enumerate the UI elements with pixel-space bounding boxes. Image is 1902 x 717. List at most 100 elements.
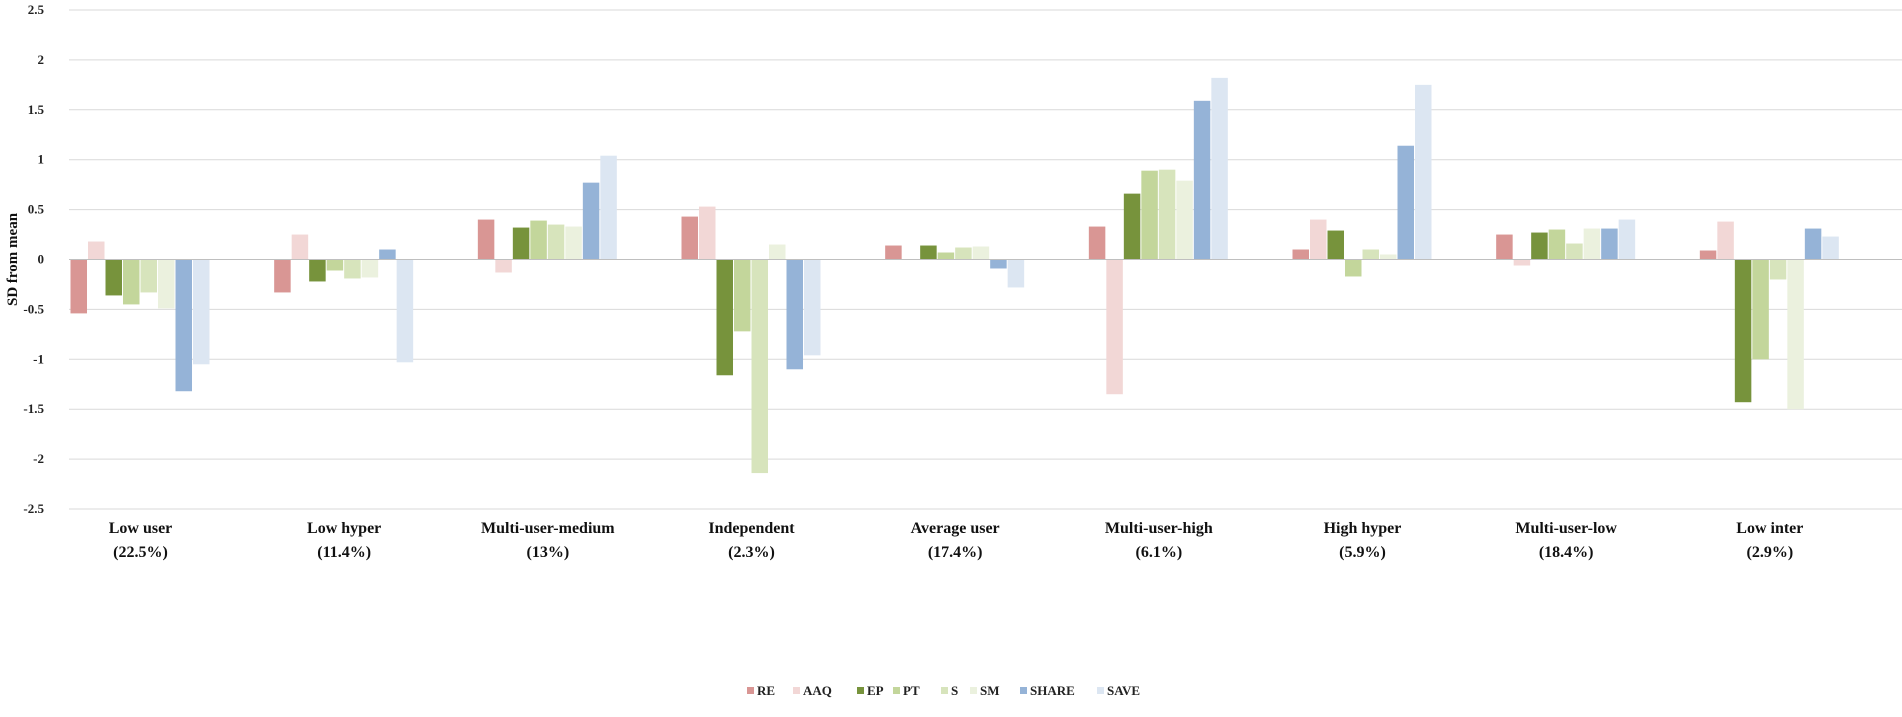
y-tick-label: -1 <box>33 351 44 366</box>
y-tick-label: 1 <box>38 152 45 167</box>
bar-sm-4 <box>972 246 990 260</box>
y-tick-label: 0.5 <box>28 202 45 217</box>
bar-share-4 <box>990 259 1007 269</box>
bar-save-6 <box>1415 84 1432 260</box>
bar-re-0 <box>70 259 87 314</box>
x-tick-label: Multi-user-high <box>1105 520 1213 537</box>
legend-label-re: RE <box>757 683 775 698</box>
bar-pt-7 <box>1548 229 1566 260</box>
bar-ep-4 <box>920 245 937 260</box>
bar-sm-1 <box>361 259 379 278</box>
legend-swatch-re <box>747 687 754 694</box>
x-tick-sublabel: (18.4%) <box>1539 544 1594 561</box>
bar-aaq-0 <box>88 241 105 260</box>
legend-swatch-share <box>1020 687 1027 694</box>
legend-swatch-ep <box>857 687 864 694</box>
bar-ep-5 <box>1123 193 1141 260</box>
bar-sm-7 <box>1583 228 1601 260</box>
bar-share-3 <box>786 259 803 370</box>
y-tick-label: 2.5 <box>28 2 45 17</box>
bar-re-7 <box>1496 234 1513 260</box>
bar-save-3 <box>804 259 821 356</box>
legend-swatch-pt <box>893 687 900 694</box>
x-tick-label: Low user <box>109 520 173 537</box>
x-tick-sublabel: (17.4%) <box>928 544 983 561</box>
bar-s-5 <box>1158 169 1176 260</box>
bar-ep-1 <box>309 259 326 282</box>
bar-share-0 <box>175 259 192 392</box>
bar-re-8 <box>1699 250 1717 260</box>
bar-re-2 <box>477 219 495 260</box>
bar-s-3 <box>751 259 768 474</box>
x-tick-sublabel: (11.4%) <box>317 544 371 561</box>
bar-share-7 <box>1601 228 1618 260</box>
bar-ep-3 <box>716 259 733 376</box>
bar-save-7 <box>1618 219 1636 260</box>
bar-share-6 <box>1397 145 1414 260</box>
bar-share-8 <box>1804 228 1822 260</box>
y-tick-label: -0.5 <box>23 301 44 316</box>
bar-aaq-3 <box>699 206 716 260</box>
bar-s-0 <box>140 259 157 293</box>
legend-label-pt: PT <box>903 683 920 698</box>
bar-aaq-8 <box>1717 221 1734 260</box>
bar-sm-5 <box>1176 180 1193 260</box>
bar-ep-6 <box>1327 230 1344 260</box>
legend-label-aaq: AAQ <box>803 683 832 698</box>
bar-share-1 <box>379 249 396 260</box>
bar-pt-6 <box>1345 259 1362 277</box>
x-tick-sublabel: (13%) <box>527 544 570 561</box>
bar-ep-2 <box>512 227 530 260</box>
x-tick-sublabel: (6.1%) <box>1136 544 1183 561</box>
bar-s-2 <box>547 224 565 260</box>
bar-ep-0 <box>105 259 122 296</box>
bar-sm-2 <box>565 226 582 260</box>
legend-label-ep: EP <box>867 683 884 698</box>
x-tick-sublabel: (2.3%) <box>728 544 775 561</box>
x-tick-label: Low inter <box>1736 520 1803 537</box>
x-tick-label: Low hyper <box>307 520 381 537</box>
legend-label-share: SHARE <box>1030 683 1075 698</box>
x-tick-sublabel: (22.5%) <box>113 544 168 561</box>
legend-swatch-save <box>1097 687 1104 694</box>
bar-aaq-7 <box>1513 259 1531 266</box>
x-tick-label: Independent <box>708 520 795 537</box>
y-tick-label: -2 <box>33 451 44 466</box>
y-tick-label: 1.5 <box>28 102 45 117</box>
bar-ep-8 <box>1734 259 1752 403</box>
bar-aaq-5 <box>1106 259 1123 395</box>
bar-pt-0 <box>123 259 140 305</box>
bar-save-1 <box>396 259 414 363</box>
bar-re-3 <box>681 216 698 260</box>
y-tick-label: 0 <box>38 252 45 267</box>
bar-save-4 <box>1007 259 1025 288</box>
bar-ep-7 <box>1531 232 1548 260</box>
x-tick-label: Multi-user-medium <box>481 520 615 537</box>
y-tick-label: -2.5 <box>23 501 44 516</box>
legend-label-sm: SM <box>980 683 1000 698</box>
bar-s-8 <box>1769 259 1787 280</box>
y-tick-label: -1.5 <box>23 401 44 416</box>
bar-aaq-2 <box>495 259 512 273</box>
x-tick-sublabel: (5.9%) <box>1339 544 1386 561</box>
bar-s-7 <box>1566 243 1583 260</box>
x-tick-sublabel: (2.9%) <box>1747 544 1794 561</box>
bar-re-5 <box>1088 226 1106 260</box>
bar-save-2 <box>600 155 617 260</box>
y-tick-label: 2 <box>38 52 45 67</box>
bar-pt-5 <box>1141 170 1158 260</box>
bar-sm-8 <box>1787 259 1804 410</box>
y-axis-label: SD from mean <box>5 212 21 306</box>
bar-s-4 <box>955 247 972 260</box>
bar-share-5 <box>1193 100 1211 260</box>
bar-aaq-1 <box>291 234 309 260</box>
legend-label-s: S <box>951 683 958 698</box>
bar-save-5 <box>1211 77 1228 260</box>
bar-pt-3 <box>734 259 751 332</box>
bar-pt-4 <box>937 252 955 260</box>
bar-save-8 <box>1822 236 1839 260</box>
x-tick-label: High hyper <box>1324 520 1402 537</box>
bar-sm-6 <box>1380 254 1397 260</box>
